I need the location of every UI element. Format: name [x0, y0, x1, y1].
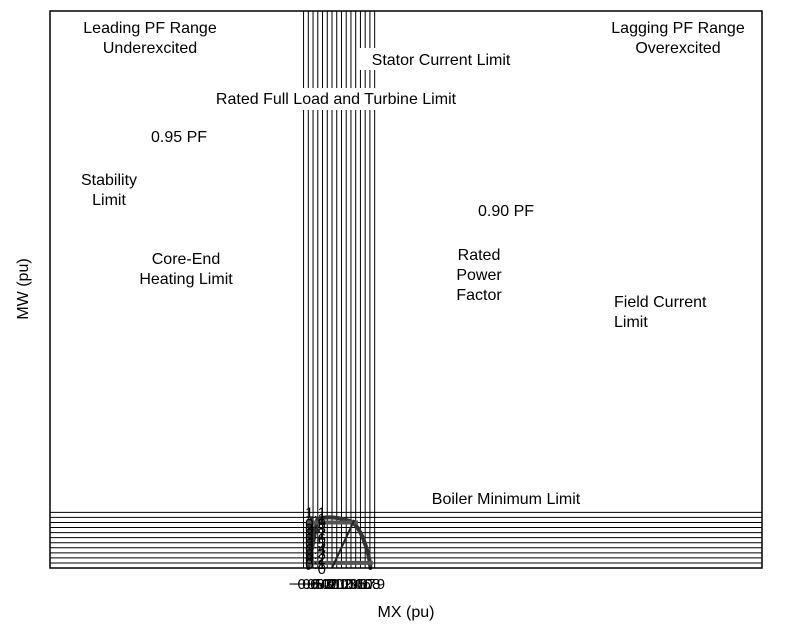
y-tick-label: 0.3 — [305, 546, 326, 563]
annotation-stator-current-limit: Stator Current Limit — [372, 52, 511, 69]
label-bg-rated-full — [196, 88, 476, 110]
plot-frame — [49, 10, 763, 569]
label-bg-095pf — [144, 126, 214, 148]
x-tick-label: 0.2 — [331, 576, 352, 593]
x-tick-label: −0.4 — [298, 576, 328, 593]
label-bg-090pf — [470, 200, 542, 222]
annotation-overexcited: Overexcited — [635, 40, 720, 57]
ticks-layer: −0.6−0.5−0.4−0.3−0.2−0.100.10.20.30.40.5… — [289, 504, 385, 593]
annotation-power: Power — [456, 267, 502, 284]
x-tick-label: 0.9 — [364, 576, 385, 593]
annotation-095-pf: 0.95 PF — [151, 129, 207, 146]
annotation-lagging-pf: Lagging PF Range — [611, 20, 745, 37]
label-bg-boiler — [418, 488, 594, 510]
y-tick-label: 0.8 — [305, 521, 326, 538]
label-bg-rated-pf — [446, 244, 512, 306]
annotation-underexcited: Underexcited — [103, 40, 197, 57]
series-rated-power-factor — [331, 519, 356, 569]
x-tick-label: −0.2 — [308, 576, 338, 593]
y-tick-label: 0.2 — [305, 551, 326, 568]
series-core-end-heating-limit — [306, 517, 320, 570]
y-tick-label: 1 — [318, 510, 326, 527]
x-tick-label: −0.6 — [289, 576, 319, 593]
y-tick-label: 0.4 — [305, 541, 326, 558]
x-tick-label: −0.1 — [312, 576, 342, 593]
y-tick-label: 1.1 — [305, 504, 326, 521]
label-bg-stability — [72, 168, 146, 210]
annotation-rated: Rated — [458, 247, 501, 264]
y-tick-label: 0.6 — [305, 531, 326, 548]
annotation-stability: Stability — [81, 172, 137, 189]
y-tick-label: 0 — [318, 561, 326, 578]
annotation-field-current: Field Current — [614, 294, 707, 311]
y-tick-label: 0.7 — [305, 526, 326, 543]
annotation-rated-full-load: Rated Full Load and Turbine Limit — [216, 91, 457, 108]
annotation-leading-pf: Leading PF Range — [83, 20, 217, 37]
annotation-boiler-minimum: Boiler Minimum Limit — [432, 491, 581, 508]
annotation-090-pf: 0.90 PF — [478, 203, 534, 220]
series-layer — [305, 515, 373, 570]
x-tick-label: 0.1 — [326, 576, 347, 593]
annotation-core-end: Core-End — [152, 251, 220, 268]
x-tick-label: 0.5 — [345, 576, 366, 593]
x-tick-label: 0.7 — [355, 576, 376, 593]
x-tick-label: 0.3 — [336, 576, 357, 593]
y-axis-title: MW (pu) — [15, 258, 32, 319]
x-tick-label: 0.4 — [341, 576, 362, 593]
x-tick-label: 0 — [328, 576, 336, 593]
annotation-field-limit: Limit — [614, 314, 648, 331]
annotation-factor: Factor — [456, 287, 502, 304]
label-bg-core-end — [130, 248, 242, 290]
x-axis-title: MX (pu) — [378, 604, 435, 621]
annotations: Leading PF Range Underexcited Lagging PF… — [72, 20, 745, 510]
label-bg-stator — [358, 48, 524, 70]
y-tick-label: 0.9 — [305, 515, 326, 532]
annotation-stability-limit: Limit — [92, 192, 126, 209]
annotation-heating-limit: Heating Limit — [139, 271, 233, 288]
label-bg-field — [612, 291, 724, 333]
x-tick-label: 0.8 — [359, 576, 380, 593]
x-tick-label: −0.3 — [303, 576, 333, 593]
x-tick-label: −0.5 — [293, 576, 323, 593]
x-tick-label: 0.6 — [350, 576, 371, 593]
y-tick-label: 0.5 — [305, 536, 326, 553]
